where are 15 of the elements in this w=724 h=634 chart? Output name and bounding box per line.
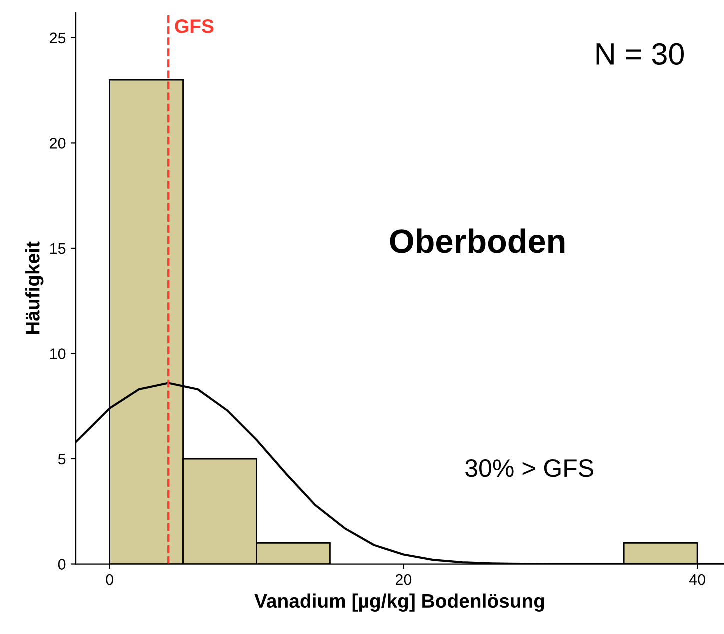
- annotation: N = 30: [596, 43, 684, 66]
- ref-line-label: GFS: [175, 20, 214, 34]
- x-tick-label: 40: [689, 574, 706, 586]
- y-tick-label: 10: [50, 348, 66, 360]
- x-tick-label: 20: [396, 574, 412, 586]
- annotation: 30% > GFS: [466, 460, 594, 478]
- annotation: Oberboden: [390, 228, 565, 254]
- y-tick-label: 15: [50, 243, 66, 254]
- x-axis-title: Vanadium [µg/kg] Bodenlösung: [254, 594, 544, 612]
- y-axis-title: Häufigkeit: [26, 242, 44, 334]
- y-tick-label: 0: [58, 559, 66, 570]
- y-tick-label: 20: [50, 138, 66, 149]
- y-tick-label: 25: [50, 32, 66, 44]
- y-tick-label: 5: [58, 454, 66, 465]
- x-tick-label: 0: [106, 574, 114, 586]
